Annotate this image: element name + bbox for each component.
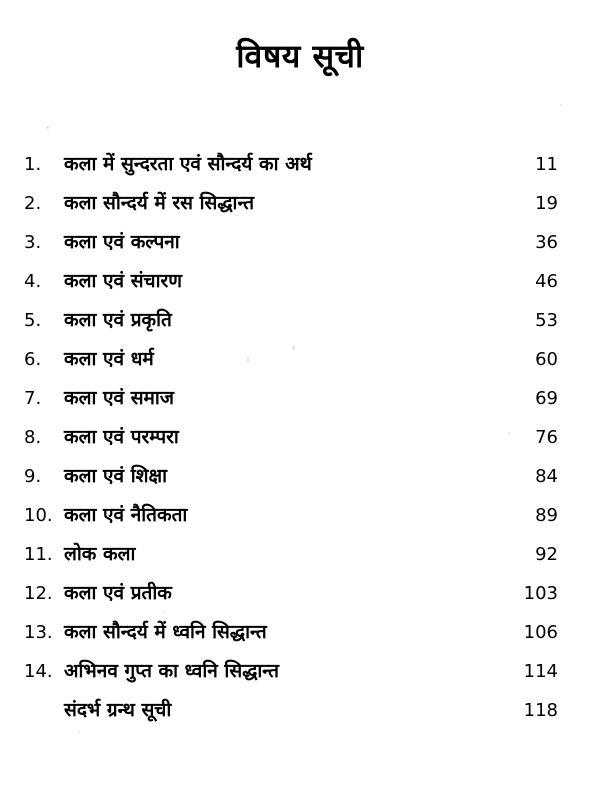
entry-number: 7. [24,388,42,409]
list-item[interactable]: 12. कला एवं प्रतीक 103 [0,579,600,618]
entry-page: 60 [535,349,558,370]
entry-title: कला एवं प्रकृति [64,309,172,331]
entry-page: 106 [523,622,558,643]
list-item[interactable]: 8. कला एवं परम्परा 76 [0,423,600,462]
entry-title: संदर्भ ग्रन्थ सूची [64,699,172,721]
list-item[interactable]: 14. अभिनव गुप्त का ध्वनि सिद्धान्त 114 [0,657,600,696]
entry-page: 69 [535,388,558,409]
entry-number: 14. [24,661,53,682]
entry-page: 114 [523,661,558,682]
list-item[interactable]: 10. कला एवं नैतिकता 89 [0,501,600,540]
list-item[interactable]: संदर्भ ग्रन्थ सूची 118 [0,696,600,735]
entry-number: 1. [24,154,42,175]
entry-page: 36 [535,232,558,253]
entry-number: 8. [24,427,42,448]
entry-page: 92 [535,544,558,565]
list-item[interactable]: 2. कला सौन्दर्य में रस सिद्धान्त 19 [0,189,600,228]
list-item[interactable]: 7. कला एवं समाज 69 [0,384,600,423]
entry-page: 11 [535,154,558,175]
entry-page: 89 [535,505,558,526]
entry-page: 118 [523,700,558,721]
list-item[interactable]: 4. कला एवं संचारण 46 [0,267,600,306]
page-title: विषय सूची [236,37,364,75]
entry-title: लोक कला [64,543,136,565]
list-item[interactable]: 13. कला सौन्दर्य में ध्वनि सिद्धान्त 106 [0,618,600,657]
entry-title: कला एवं संचारण [64,270,183,292]
entry-title: कला एवं समाज [64,387,174,409]
list-item[interactable]: 9. कला एवं शिक्षा 84 [0,462,600,501]
entry-title: कला सौन्दर्य में रस सिद्धान्त [64,192,255,214]
entry-number: 12. [24,583,53,604]
entry-title: कला एवं प्रतीक [64,582,172,604]
entry-page: 84 [535,466,558,487]
entry-title: कला एवं शिक्षा [64,465,168,487]
list-item[interactable]: 5. कला एवं प्रकृति 53 [0,306,600,345]
list-item[interactable]: 1. कला में सुन्दरता एवं सौन्दर्य का अर्थ… [0,150,600,189]
entry-number: 5. [24,310,42,331]
entry-page: 103 [523,583,558,604]
entry-page: 53 [535,310,558,331]
entry-number: 6. [24,349,42,370]
entry-page: 19 [535,193,558,214]
entry-title: कला सौन्दर्य में ध्वनि सिद्धान्त [64,621,267,643]
entry-number: 3. [24,232,42,253]
entry-title: अभिनव गुप्त का ध्वनि सिद्धान्त [64,660,279,682]
entry-number: 9. [24,466,42,487]
entry-title: कला एवं कल्पना [64,231,180,253]
entry-page: 46 [535,271,558,292]
list-item[interactable]: 11. लोक कला 92 [0,540,600,579]
entry-number: 10. [24,505,53,526]
table-of-contents: 1. कला में सुन्दरता एवं सौन्दर्य का अर्थ… [0,150,600,735]
entry-number: 2. [24,193,42,214]
entry-title: कला एवं परम्परा [64,426,179,448]
entry-title: कला में सुन्दरता एवं सौन्दर्य का अर्थ [64,153,312,175]
entry-page: 76 [535,427,558,448]
entry-title: कला एवं नैतिकता [64,504,188,526]
entry-title: कला एवं धर्म [64,348,154,370]
list-item[interactable]: 3. कला एवं कल्पना 36 [0,228,600,267]
list-item[interactable]: 6. कला एवं धर्म 60 [0,345,600,384]
entry-number: 11. [24,544,53,565]
entry-number: 13. [24,622,53,643]
entry-number: 4. [24,271,42,292]
